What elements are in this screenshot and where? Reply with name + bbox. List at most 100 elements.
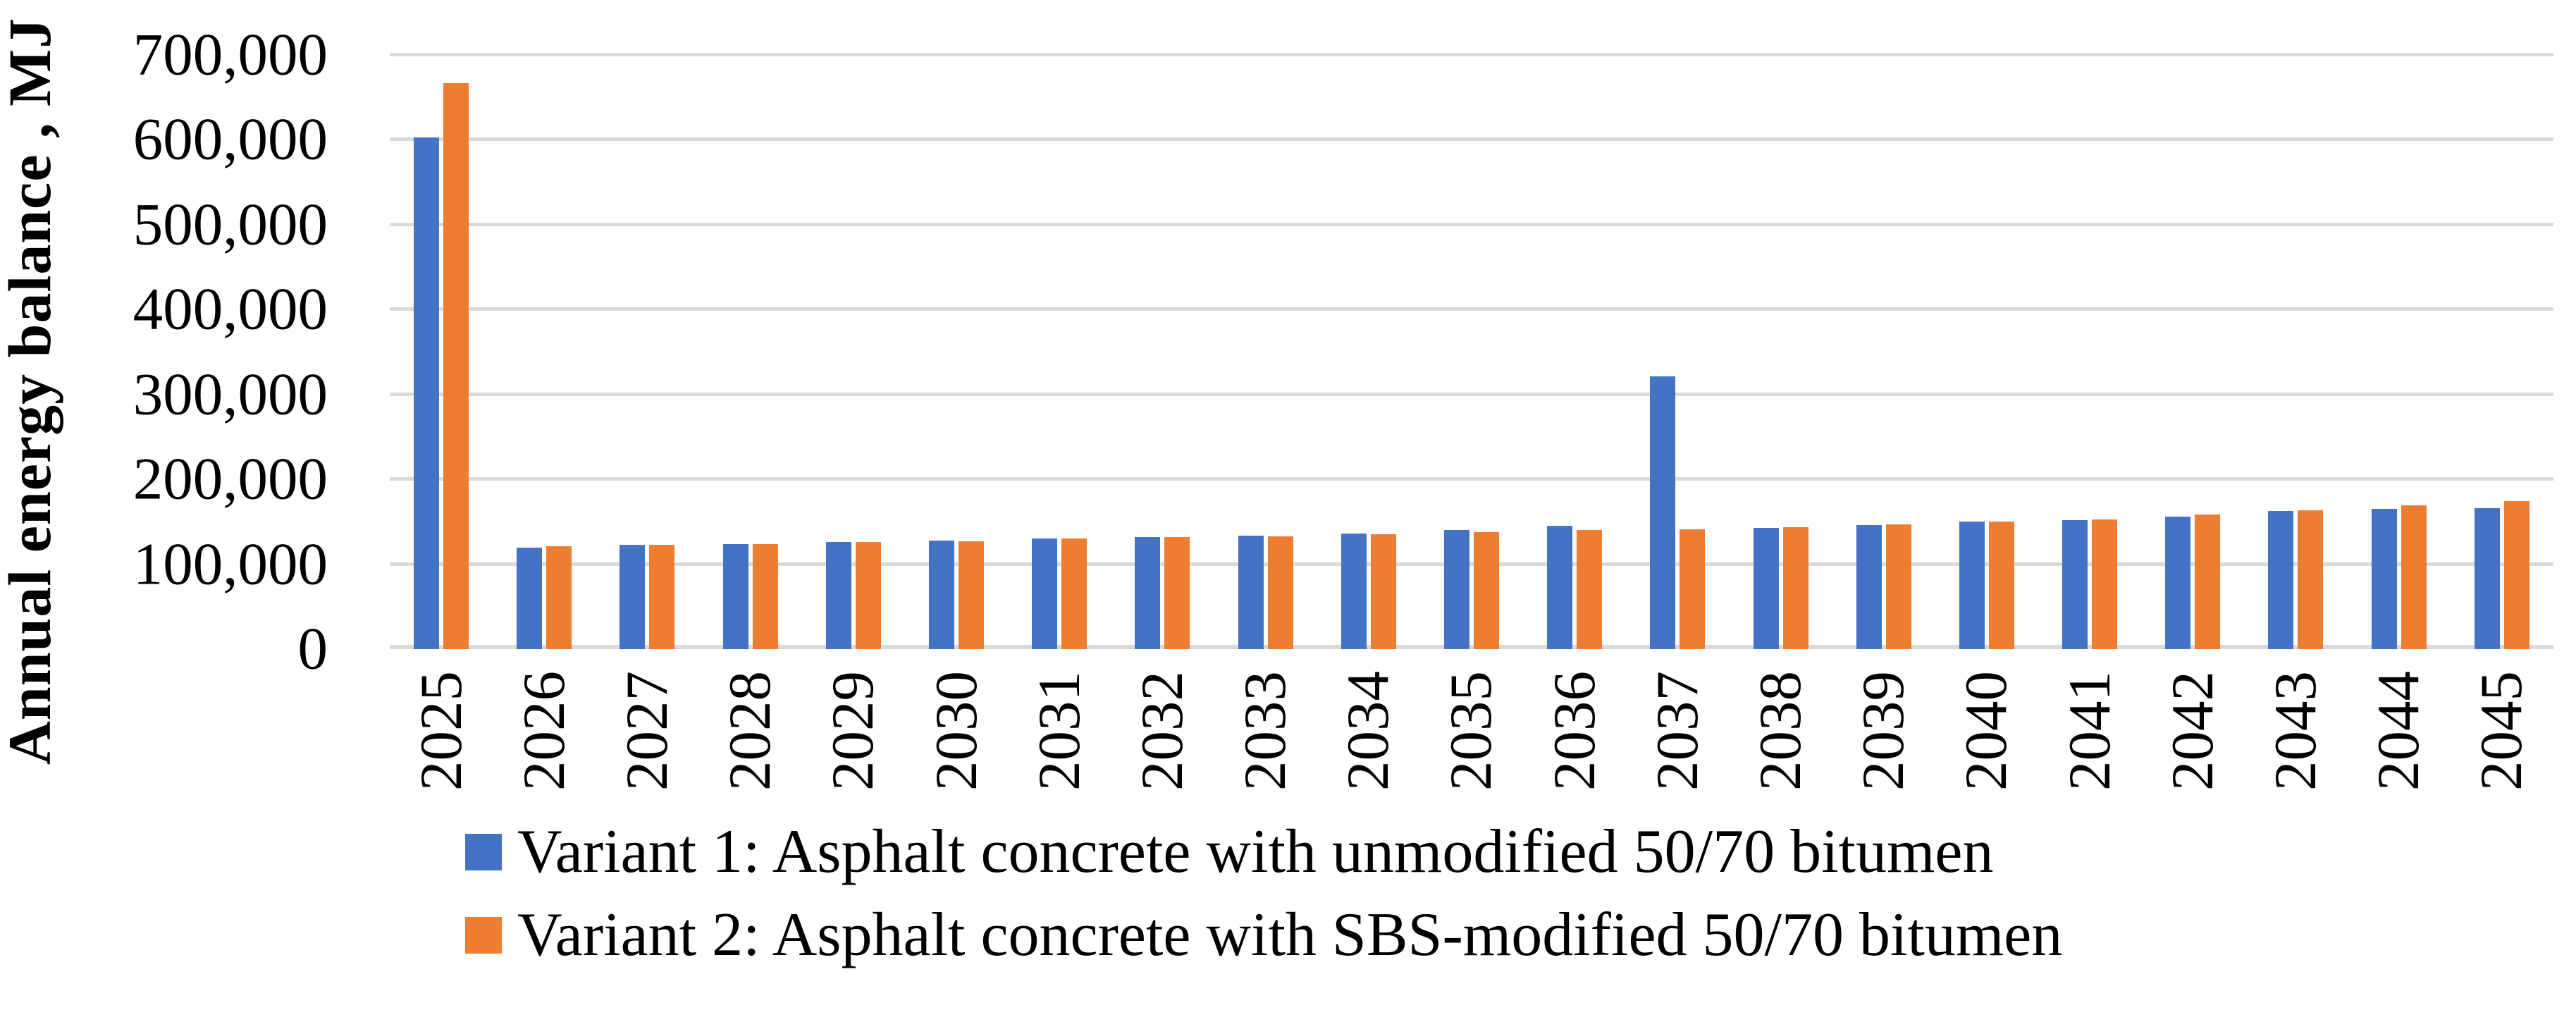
bar-group-2025	[390, 55, 493, 649]
x-tick-cell: 2034	[1317, 671, 1420, 823]
bar-series1-2042	[2165, 517, 2191, 649]
bar-group-2027	[596, 55, 698, 649]
bar-group-2038	[1729, 55, 1832, 649]
legend-item-variant1: Variant 1: Asphalt concrete with unmodif…	[465, 821, 2062, 883]
bar-series2-2031	[1061, 538, 1087, 649]
bar-series1-2039	[1856, 525, 1882, 649]
bar-series1-2038	[1753, 527, 1779, 649]
bar-group-2033	[1214, 55, 1317, 649]
x-tick-cell: 2036	[1523, 671, 1626, 823]
bar-group-2041	[2038, 55, 2141, 649]
x-tick-label: 2038	[1747, 671, 1814, 791]
y-tick-label: 600,000	[133, 106, 328, 173]
bar-series2-2044	[2401, 505, 2427, 649]
x-tick-label: 2026	[510, 671, 577, 791]
bar-series1-2026	[517, 547, 543, 649]
bar-group-2040	[1935, 55, 2038, 649]
x-tick-label: 2035	[1438, 671, 1505, 791]
y-tick-label: 100,000	[133, 531, 328, 598]
legend-item-variant2: Variant 2: Asphalt concrete with SBS-mod…	[465, 904, 2062, 966]
x-tick-label: 2031	[1025, 671, 1092, 791]
bar-series1-2034	[1341, 534, 1367, 649]
bar-series2-2030	[959, 541, 985, 649]
bar-series1-2037	[1650, 376, 1676, 649]
x-tick-cell: 2033	[1214, 671, 1317, 823]
bar-series2-2028	[752, 543, 778, 649]
bar-series1-2029	[825, 542, 851, 649]
x-tick-label: 2025	[407, 671, 474, 791]
x-tick-label: 2039	[1850, 671, 1917, 791]
bar-series2-2041	[2092, 519, 2118, 649]
x-tick-cell: 2025	[390, 671, 493, 823]
x-tick-label: 2037	[1644, 671, 1711, 791]
bar-group-2043	[2244, 55, 2347, 649]
gridline	[390, 307, 2553, 312]
bar-series2-2026	[546, 546, 572, 649]
gridline	[390, 392, 2553, 396]
bar-series2-2040	[1988, 522, 2014, 649]
legend-label-variant1: Variant 1: Asphalt concrete with unmodif…	[517, 818, 1994, 886]
bar-group-2045	[2451, 55, 2553, 649]
bar-group-2042	[2141, 55, 2244, 649]
x-tick-cell: 2042	[2141, 671, 2244, 823]
x-tick-cell: 2027	[596, 671, 698, 823]
x-tick-cell: 2026	[493, 671, 596, 823]
bar-series2-2032	[1164, 537, 1190, 649]
x-tick-cell: 2032	[1111, 671, 1214, 823]
x-tick-cell: 2041	[2038, 671, 2141, 823]
bar-group-2044	[2348, 55, 2451, 649]
legend: Variant 1: Asphalt concrete with unmodif…	[465, 821, 2062, 997]
bar-series1-2030	[929, 540, 955, 649]
x-tick-label: 2034	[1335, 671, 1402, 791]
bar-series1-2027	[620, 544, 646, 649]
x-tick-cell: 2035	[1420, 671, 1523, 823]
y-tick-label: 400,000	[133, 276, 328, 343]
y-tick-label: 0	[297, 615, 328, 682]
bar-series2-2036	[1577, 530, 1603, 649]
x-tick-cell: 2039	[1832, 671, 1935, 823]
x-tick-cell: 2028	[699, 671, 802, 823]
x-tick-cell: 2040	[1935, 671, 2038, 823]
x-tick-label: 2045	[2468, 671, 2535, 791]
y-tick-label: 500,000	[133, 191, 328, 258]
bar-series1-2043	[2268, 510, 2294, 649]
bar-group-2029	[802, 55, 905, 649]
y-tick-label: 300,000	[133, 361, 328, 428]
bar-series2-2038	[1782, 526, 1808, 649]
x-tick-label: 2042	[2159, 671, 2226, 791]
bar-group-2030	[905, 55, 1008, 649]
bar-group-2037	[1626, 55, 1729, 649]
bar-series2-2043	[2298, 510, 2324, 649]
gridline	[390, 53, 2553, 56]
x-tick-label: 2036	[1541, 671, 1608, 791]
x-tick-cell: 2030	[905, 671, 1008, 823]
bar-groups	[390, 55, 2553, 649]
gridline	[390, 222, 2553, 226]
bar-series1-2044	[2371, 509, 2397, 649]
x-tick-cell: 2043	[2244, 671, 2347, 823]
x-tick-cell: 2031	[1008, 671, 1111, 823]
bar-group-2026	[493, 55, 596, 649]
bar-series2-2039	[1885, 524, 1911, 649]
x-tick-cell: 2045	[2451, 671, 2553, 823]
bar-series1-2041	[2062, 519, 2088, 649]
bar-series2-2034	[1370, 534, 1396, 649]
x-tick-cell: 2044	[2348, 671, 2451, 823]
bar-group-2031	[1008, 55, 1111, 649]
y-tick-label: 200,000	[133, 445, 328, 512]
bar-series2-2033	[1267, 536, 1293, 649]
x-tick-cell: 2037	[1626, 671, 1729, 823]
bar-group-2035	[1420, 55, 1523, 649]
bar-series1-2028	[722, 543, 748, 649]
gridline	[390, 562, 2553, 566]
y-axis-tick-labels: 0 100,000 200,000 300,000 400,000 500,000 600,…	[0, 25, 328, 679]
x-tick-label: 2028	[717, 671, 784, 791]
x-tick-label: 2041	[2056, 671, 2123, 791]
x-tick-cell: 2029	[802, 671, 905, 823]
x-tick-label: 2033	[1232, 671, 1299, 791]
bar-group-2028	[699, 55, 802, 649]
gridline	[390, 477, 2553, 481]
y-tick-label: 700,000	[133, 21, 328, 88]
bar-series1-2025	[414, 137, 440, 649]
